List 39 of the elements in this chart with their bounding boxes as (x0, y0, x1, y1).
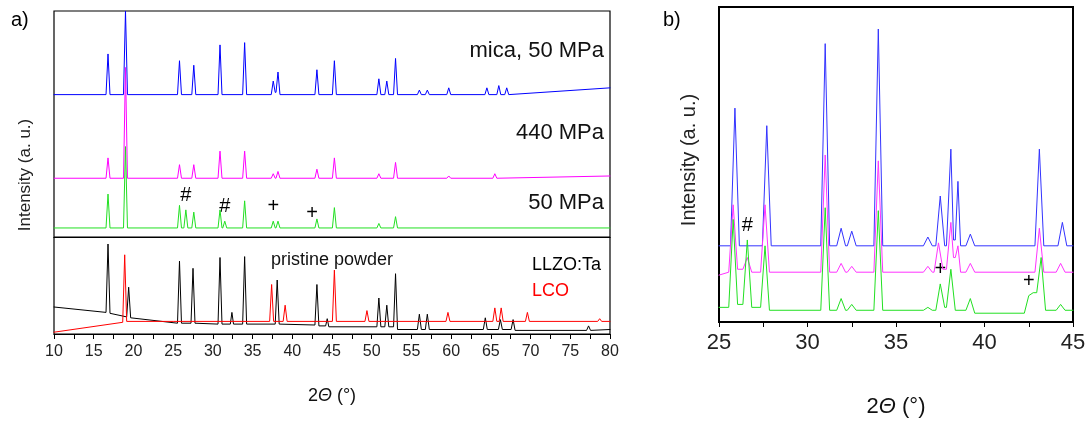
series-label: LCO (531, 280, 569, 300)
annotation: # (219, 194, 232, 217)
annotation: # (741, 212, 754, 235)
x-tick-label: 10 (45, 341, 63, 359)
x-tick-label: 75 (561, 341, 580, 359)
x-tick-label: 50 (362, 341, 381, 359)
x-tick-label: 80 (601, 341, 619, 359)
annotation: pristine powder (270, 249, 394, 269)
x-tick-label: 20 (124, 341, 143, 359)
y-axis-title: Intensity (a. u.) (677, 93, 699, 227)
x-tick-label: 45 (1060, 328, 1086, 354)
annotation: + (267, 194, 280, 217)
series-label: 440 MPa (515, 119, 605, 145)
text: LLZO:Ta (531, 254, 602, 274)
annotation: + (306, 200, 318, 223)
x-tick-label: 40 (283, 341, 302, 359)
series-label: mica, 50 MPa (469, 36, 605, 62)
annotation: + (1022, 268, 1035, 291)
annotation: # (180, 182, 193, 205)
x-tick-label: 45 (323, 341, 341, 359)
x-tick-label: 35 (243, 341, 262, 359)
y-axis-title: Intensity (a. u.) (14, 118, 34, 232)
x-tick-label: 25 (164, 341, 183, 359)
x-tick-label: 35 (883, 328, 909, 354)
x-tick-label: 70 (521, 341, 540, 359)
x-tick-label: 25 (706, 328, 732, 354)
x-tick-label: 65 (481, 341, 500, 359)
x-tick-label: 15 (84, 341, 103, 359)
annotation: + (934, 256, 947, 279)
x-axis-title: 2Θ (°) (866, 392, 926, 418)
x-axis-title: 2Θ (°) (307, 385, 357, 405)
chart-title: a) (11, 8, 29, 30)
x-tick-label: 30 (795, 328, 820, 354)
x-tick-label: 40 (972, 328, 997, 354)
x-tick-label: 30 (203, 341, 222, 359)
series-label: 50 MPa (528, 189, 605, 215)
chart-title: b) (663, 8, 681, 30)
x-tick-label: 55 (402, 341, 421, 359)
x-tick-label: 60 (442, 341, 461, 359)
